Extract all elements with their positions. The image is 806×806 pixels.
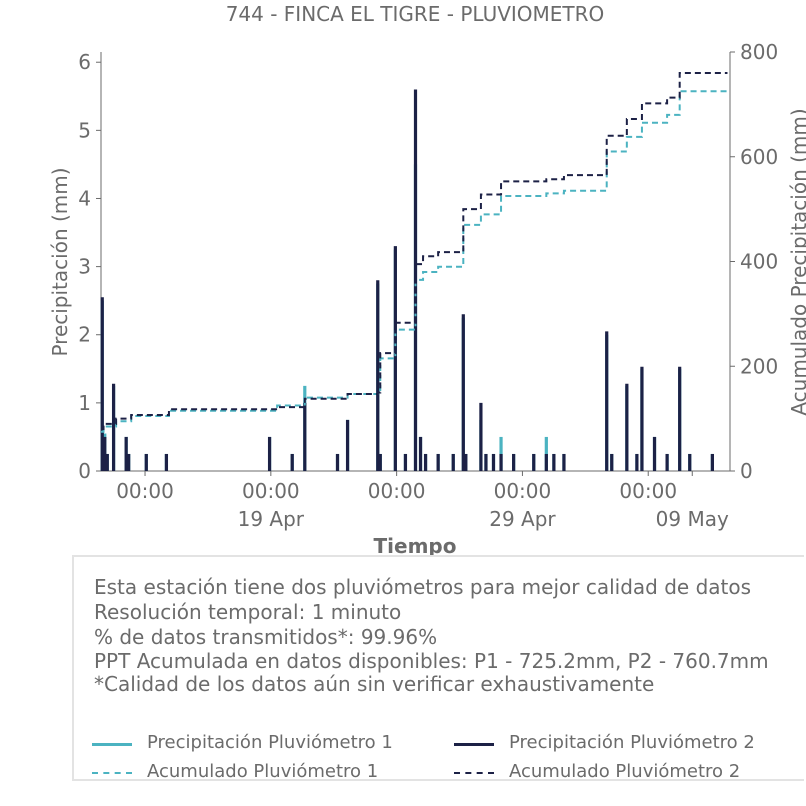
x-tick-label-date: 09 May <box>656 507 729 531</box>
y2-tick-label: 400 <box>740 250 778 274</box>
legend-label-precip-p1: Precipitación Pluviómetro 1 <box>147 732 393 753</box>
x-tick-label-time: 00:00 <box>494 479 552 503</box>
legend-swatch-precip-p1 <box>92 743 132 746</box>
x-tick-label-time: 00:00 <box>368 479 426 503</box>
y2-tick-label: 200 <box>740 354 778 378</box>
x-tick-label-date: 19 Apr <box>238 507 305 531</box>
y-tick-label: 4 <box>78 186 91 210</box>
y-tick-label: 3 <box>78 255 91 279</box>
x-tick-label-time: 00:00 <box>116 479 174 503</box>
y2-axis-label: Acumulado Precipitación (mm) <box>787 108 806 415</box>
info-box: Esta estación tiene dos pluviómetros par… <box>72 555 804 782</box>
x-axis-label: Tiempo <box>374 534 457 558</box>
plot-area: 0 1 2 3 4 5 6 0 200 400 600 800 00:00 00:00 19 Apr 00:0… <box>78 40 778 531</box>
y-tick-label: 1 <box>78 391 91 415</box>
legend-swatch-cum-p2 <box>454 772 494 774</box>
info-line-transmitted: % de datos transmitidos*: 99.96% <box>94 625 438 649</box>
info-line-resolution: Resolución temporal: 1 minuto <box>94 600 402 624</box>
y-axis-label: Precipitación (mm) <box>48 167 72 356</box>
info-line-quality-note: *Calidad de los datos aún sin verificar … <box>94 672 655 696</box>
chart-title: 744 - FINCA EL TIGRE - PLUVIOMETRO <box>226 2 605 26</box>
x-tick-label-date: 29 Apr <box>489 507 556 531</box>
info-line-accumulated: PPT Acumulada en datos disponibles: P1 -… <box>94 649 769 673</box>
legend-label-cum-p1: Acumulado Pluviómetro 1 <box>147 761 379 782</box>
legend-label-cum-p2: Acumulado Pluviómetro 2 <box>509 761 741 782</box>
y2-tick-label: 0 <box>740 459 753 483</box>
y-tick-label: 0 <box>78 459 91 483</box>
info-line-description: Esta estación tiene dos pluviómetros par… <box>94 575 752 599</box>
cumulative-line-acumulado-pluvi-metro-1 <box>101 90 728 433</box>
y-tick-label: 6 <box>78 50 91 74</box>
legend-swatch-precip-p2 <box>454 743 494 746</box>
y-tick-label: 5 <box>78 118 91 142</box>
legend-swatch-cum-p1 <box>92 772 132 774</box>
x-tick-label-time: 00:00 <box>619 479 677 503</box>
y-tick-label: 2 <box>78 323 91 347</box>
y2-tick-label: 600 <box>740 145 778 169</box>
y2-tick-label: 800 <box>740 40 778 64</box>
x-tick-label-time: 00:00 <box>242 479 300 503</box>
legend-label-precip-p2: Precipitación Pluviómetro 2 <box>509 732 755 753</box>
